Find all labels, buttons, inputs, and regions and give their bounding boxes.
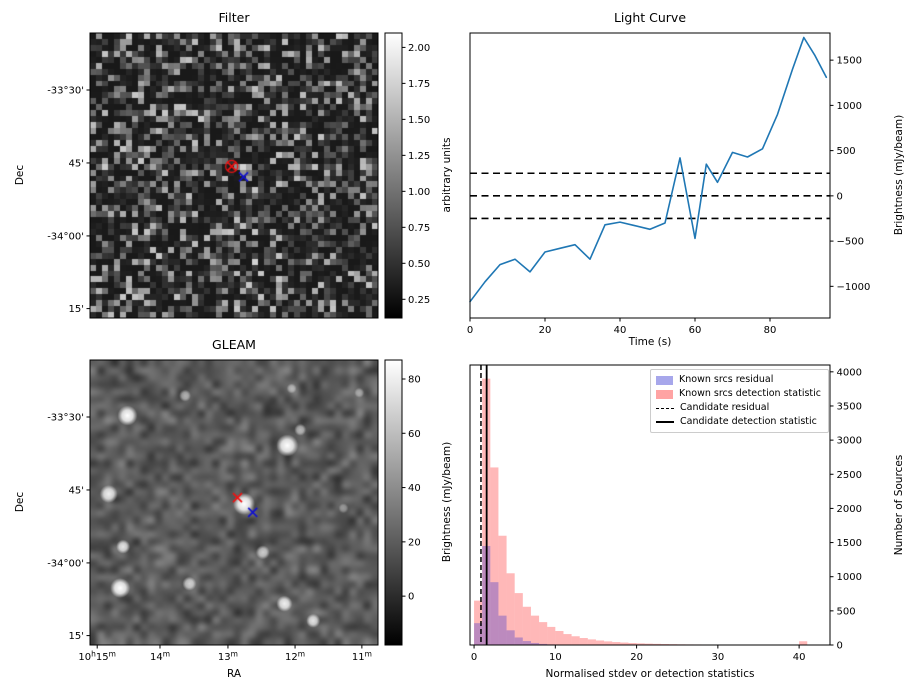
svg-text:14m: 14m xyxy=(150,650,170,664)
svg-text:0.75: 0.75 xyxy=(408,223,430,234)
svg-text:-33°30': -33°30' xyxy=(47,86,84,97)
svg-text:3500: 3500 xyxy=(837,401,862,412)
filter-colorbar-label: arbitrary units xyxy=(441,137,453,213)
legend-swatch-detstat xyxy=(656,389,673,399)
gleam-ylabel: Dec xyxy=(14,491,26,513)
svg-text:1.75: 1.75 xyxy=(408,79,430,90)
svg-text:40: 40 xyxy=(614,325,627,336)
svg-text:0.50: 0.50 xyxy=(408,259,430,270)
gleam-title: GLEAM xyxy=(212,337,256,352)
svg-text:−500: −500 xyxy=(837,237,864,248)
svg-text:12m: 12m xyxy=(285,650,305,664)
gleam-colorbar-label: Brightness (mJy/beam) xyxy=(441,441,453,563)
svg-text:4000: 4000 xyxy=(837,367,862,378)
svg-text:20: 20 xyxy=(408,537,421,548)
gleam-axes: -33°30' 45' -34°00' 15' 10h15m 14m 13m 12m 11m 80… xyxy=(47,359,421,664)
gleam-xlabel: RA xyxy=(226,668,242,680)
svg-text:500: 500 xyxy=(837,146,856,157)
svg-text:500: 500 xyxy=(837,606,856,617)
svg-text:1.50: 1.50 xyxy=(408,115,430,126)
svg-text:1500: 1500 xyxy=(837,56,862,67)
svg-text:10h15m: 10h15m xyxy=(78,650,116,664)
svg-text:2000: 2000 xyxy=(837,504,862,515)
svg-text:−1000: −1000 xyxy=(837,282,871,293)
lightcurve-title: Light Curve xyxy=(613,10,687,25)
svg-text:45': 45' xyxy=(69,485,84,496)
histogram-plot xyxy=(474,365,832,645)
svg-text:30: 30 xyxy=(711,652,724,663)
svg-text:15': 15' xyxy=(69,304,84,315)
legend-dashed-line-icon xyxy=(656,407,674,409)
filter-colorbar-gradient xyxy=(385,33,402,318)
svg-text:0.25: 0.25 xyxy=(408,295,430,306)
lightcurve-ylabel: Brightness (mJy/beam) xyxy=(893,114,905,236)
filter-image xyxy=(90,33,378,318)
svg-text:80: 80 xyxy=(764,325,777,336)
svg-text:40: 40 xyxy=(793,652,806,663)
histogram-legend: Known srcs residual Known srcs detection… xyxy=(650,369,829,433)
svg-text:45': 45' xyxy=(69,158,84,169)
legend-item-detstat: Known srcs detection statistic xyxy=(656,387,821,401)
svg-text:40: 40 xyxy=(408,483,421,494)
svg-text:20: 20 xyxy=(539,325,552,336)
svg-text:0: 0 xyxy=(837,191,843,202)
gleam-image xyxy=(90,360,378,645)
svg-text:11m: 11m xyxy=(352,650,372,664)
svg-text:1000: 1000 xyxy=(837,101,862,112)
svg-text:60: 60 xyxy=(689,325,702,336)
legend-item-candidate-detstat: Candidate detection statistic xyxy=(656,415,821,429)
legend-label-candidate-detstat: Candidate detection statistic xyxy=(680,416,817,427)
svg-text:1000: 1000 xyxy=(837,572,862,583)
svg-text:80: 80 xyxy=(408,375,421,386)
light-curve-axes: 0 20 40 60 80 −1000 −500 0 500 1000 1500 xyxy=(467,32,871,336)
legend-label-residual: Known srcs residual xyxy=(679,374,774,385)
legend-label-candidate-residual: Candidate residual xyxy=(680,402,770,413)
svg-text:-34°00': -34°00' xyxy=(47,231,84,242)
svg-text:3000: 3000 xyxy=(837,436,862,447)
svg-text:10: 10 xyxy=(549,652,562,663)
histogram-ylabel: Number of Sources xyxy=(893,454,905,556)
svg-text:1.25: 1.25 xyxy=(408,151,430,162)
legend-item-candidate-residual: Candidate residual xyxy=(656,401,821,415)
legend-swatch-residual xyxy=(656,375,673,385)
filter-title: Filter xyxy=(218,10,250,25)
svg-text:0: 0 xyxy=(408,592,414,603)
svg-text:0: 0 xyxy=(471,652,477,663)
svg-text:15': 15' xyxy=(69,631,84,642)
svg-text:2.00: 2.00 xyxy=(408,43,430,54)
histogram-axes: 0 10 20 30 40 0 500 1000 1500 2000 2500 3000 3500 400… xyxy=(469,364,862,663)
histogram-xlabel: Normalised stdev or detection statistics xyxy=(545,668,755,680)
svg-text:-33°30': -33°30' xyxy=(47,413,84,424)
filter-axes: -33°30' 45' -34°00' 15' 2.00 1.75 1.50 1.25 1.00… xyxy=(47,32,430,319)
svg-text:1500: 1500 xyxy=(837,538,862,549)
legend-solid-line-icon xyxy=(656,421,674,423)
light-curve-plot xyxy=(469,36,830,303)
lightcurve-xlabel: Time (s) xyxy=(628,336,672,348)
filter-ylabel: Dec xyxy=(14,164,26,186)
legend-label-detstat: Known srcs detection statistic xyxy=(679,388,821,399)
svg-text:0: 0 xyxy=(467,325,473,336)
svg-text:0: 0 xyxy=(837,641,843,652)
svg-text:60: 60 xyxy=(408,429,421,440)
legend-item-residual: Known srcs residual xyxy=(656,373,821,387)
svg-text:2500: 2500 xyxy=(837,470,862,481)
svg-text:13m: 13m xyxy=(218,650,238,664)
svg-text:-34°00': -34°00' xyxy=(47,558,84,569)
svg-text:20: 20 xyxy=(630,652,643,663)
gleam-colorbar-gradient xyxy=(385,360,402,645)
svg-text:1.00: 1.00 xyxy=(408,187,430,198)
